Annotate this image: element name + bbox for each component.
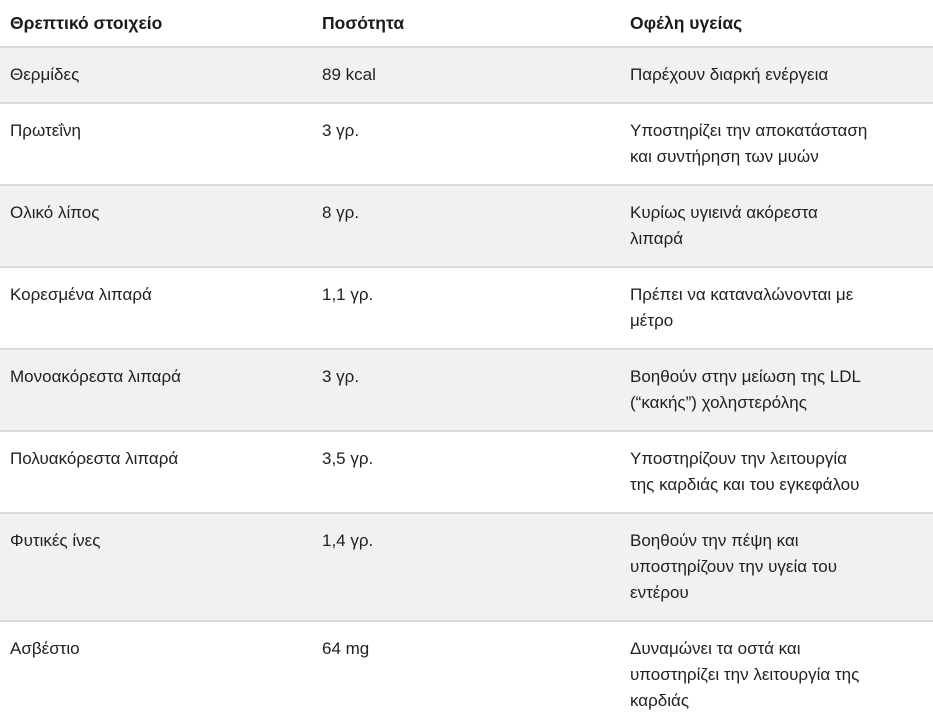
table-row: Ασβέστιο 64 mg Δυναμώνει τα οστά και υπο… <box>0 621 933 728</box>
table-row: Φυτικές ίνες 1,4 γρ. Βοηθούν την πέψη κα… <box>0 513 933 622</box>
column-header-benefit: Οφέλη υγείας <box>620 0 933 48</box>
benefit-cell: Βοηθούν στην μείωση της LDL (“κακής”) χο… <box>620 349 933 432</box>
amount-cell: 3 γρ. <box>312 103 620 186</box>
nutrient-cell: Πρωτεΐνη <box>0 103 312 186</box>
amount-cell: 8 γρ. <box>312 185 620 268</box>
table-row: Ολικό λίπος 8 γρ. Κυρίως υγιεινά ακόρεστ… <box>0 185 933 268</box>
column-header-amount: Ποσότητα <box>312 0 620 48</box>
amount-cell: 1,1 γρ. <box>312 267 620 350</box>
benefit-cell: Υποστηρίζει την αποκατάσταση και συντήρη… <box>620 103 933 186</box>
table-row: Μονοακόρεστα λιπαρά 3 γρ. Βοηθούν στην μ… <box>0 349 933 432</box>
column-header-nutrient: Θρεπτικό στοιχείο <box>0 0 312 48</box>
nutrient-cell: Ασβέστιο <box>0 621 312 728</box>
nutrient-cell: Θερμίδες <box>0 47 312 104</box>
benefit-cell: Κυρίως υγιεινά ακόρεστα λιπαρά <box>620 185 933 268</box>
table-row: Θερμίδες 89 kcal Παρέχουν διαρκή ενέργει… <box>0 47 933 104</box>
benefit-cell: Πρέπει να καταναλώνονται με μέτρο <box>620 267 933 350</box>
nutrient-cell: Ολικό λίπος <box>0 185 312 268</box>
amount-cell: 64 mg <box>312 621 620 728</box>
nutrient-cell: Μονοακόρεστα λιπαρά <box>0 349 312 432</box>
benefit-cell: Υποστηρίζουν την λειτουργία της καρδιάς … <box>620 431 933 514</box>
amount-cell: 89 kcal <box>312 47 620 104</box>
amount-cell: 3 γρ. <box>312 349 620 432</box>
amount-cell: 1,4 γρ. <box>312 513 620 622</box>
header-row: Θρεπτικό στοιχείο Ποσότητα Οφέλη υγείας <box>0 0 933 48</box>
table-row: Πρωτεΐνη 3 γρ. Υποστηρίζει την αποκατάστ… <box>0 103 933 186</box>
table-row: Πολυακόρεστα λιπαρά 3,5 γρ. Υποστηρίζουν… <box>0 431 933 514</box>
nutrient-cell: Πολυακόρεστα λιπαρά <box>0 431 312 514</box>
nutrient-cell: Φυτικές ίνες <box>0 513 312 622</box>
nutrient-cell: Κορεσμένα λιπαρά <box>0 267 312 350</box>
benefit-cell: Δυναμώνει τα οστά και υποστηρίζει την λε… <box>620 621 933 728</box>
benefit-cell: Βοηθούν την πέψη και υποστηρίζουν την υγ… <box>620 513 933 622</box>
table-row: Κορεσμένα λιπαρά 1,1 γρ. Πρέπει να καταν… <box>0 267 933 350</box>
amount-cell: 3,5 γρ. <box>312 431 620 514</box>
benefit-cell: Παρέχουν διαρκή ενέργεια <box>620 47 933 104</box>
